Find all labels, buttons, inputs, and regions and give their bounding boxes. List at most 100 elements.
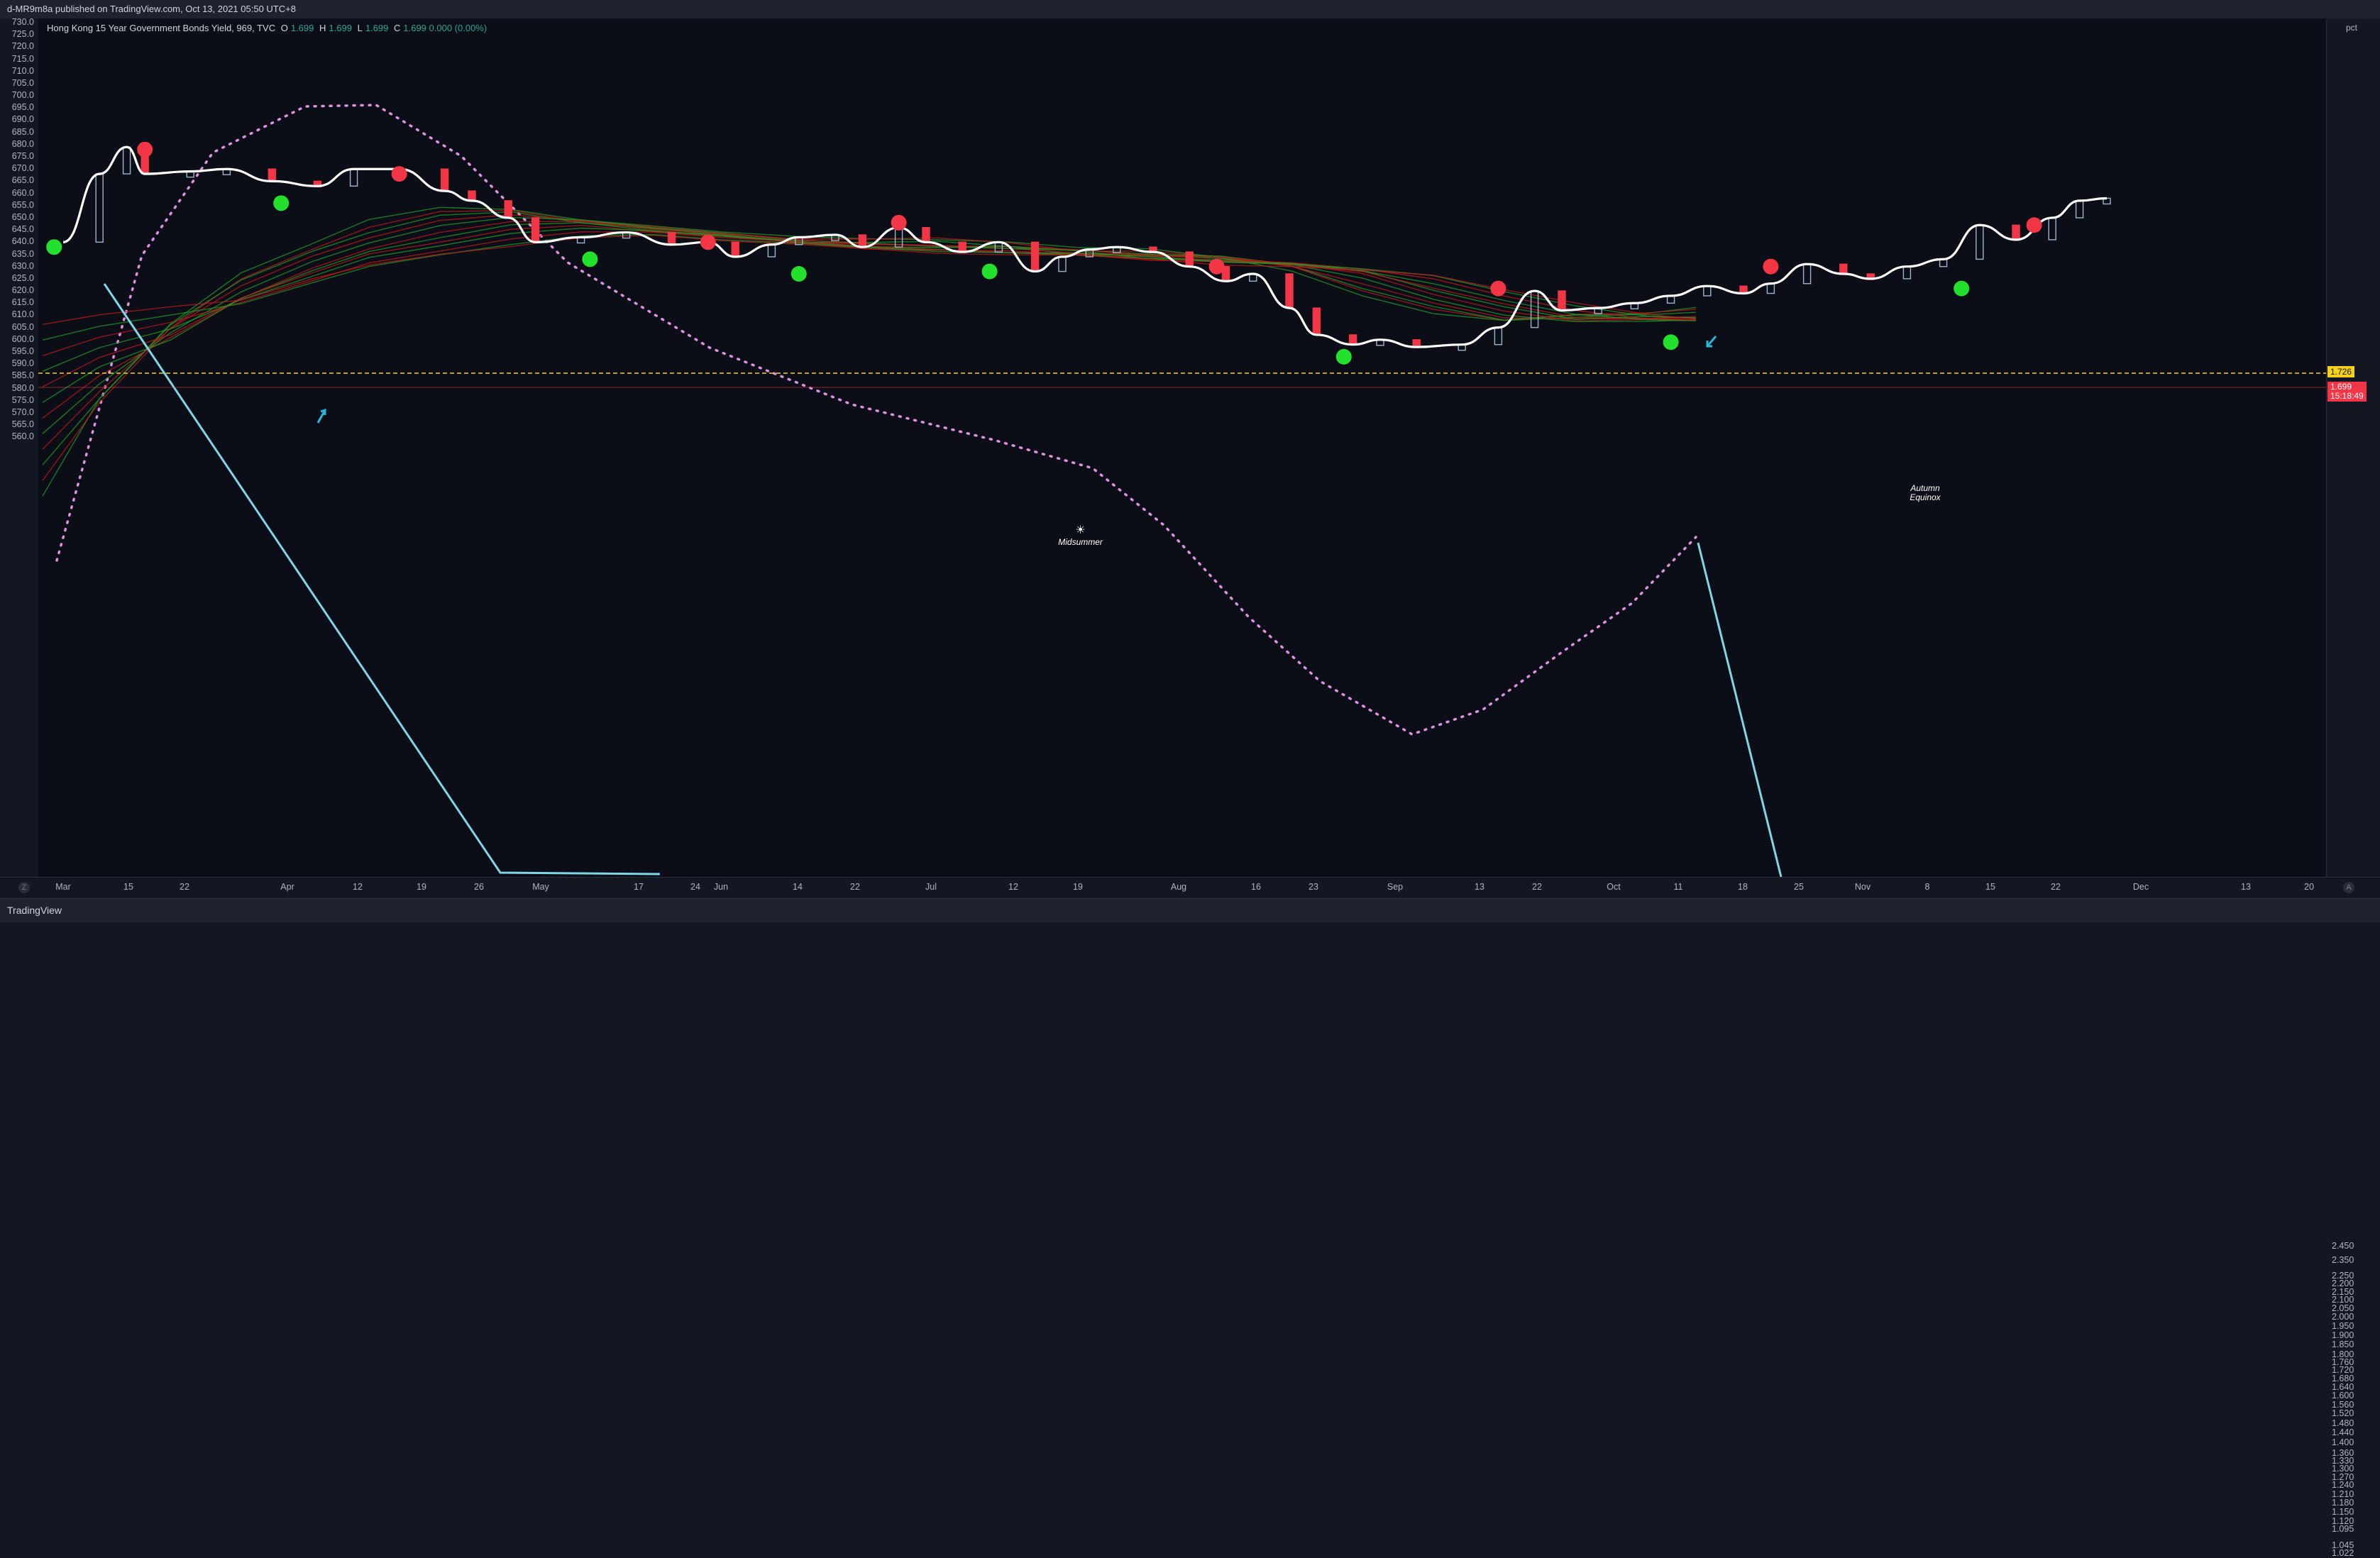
candle-bar bbox=[922, 227, 930, 243]
right-axis-tick: 1.480 bbox=[2332, 1418, 2354, 1428]
down-arrow-icon bbox=[1706, 336, 1717, 348]
green-signal-dot bbox=[273, 195, 290, 211]
left-axis-tick: 625.0 bbox=[11, 272, 34, 283]
candle-bar bbox=[1494, 326, 1503, 346]
time-axis-tick: 23 bbox=[1309, 882, 1318, 892]
red-signal-dot bbox=[891, 214, 907, 231]
time-axis-tick: 22 bbox=[850, 882, 860, 892]
time-axis-tick: Sep bbox=[1387, 882, 1404, 892]
time-axis-tick: Aug bbox=[1170, 882, 1187, 892]
left-axis-tick: 685.0 bbox=[11, 126, 34, 137]
left-axis-tick: 605.0 bbox=[11, 321, 34, 332]
candle-bar bbox=[1558, 290, 1566, 311]
left-axis-tick: 695.0 bbox=[11, 102, 34, 113]
right-price-axis[interactable] bbox=[2326, 18, 2380, 877]
candle-bar bbox=[504, 200, 512, 219]
left-axis-tick: 730.0 bbox=[11, 17, 34, 27]
left-axis-tick: 705.0 bbox=[11, 77, 34, 88]
left-axis-tick: 635.0 bbox=[11, 248, 34, 259]
left-axis-tick: 585.0 bbox=[11, 370, 34, 381]
tradingview-logo[interactable]: TradingView bbox=[7, 905, 62, 916]
candle-bar bbox=[1312, 307, 1321, 336]
candle-bar bbox=[1902, 266, 1912, 280]
left-axis-tick: 565.0 bbox=[11, 419, 34, 430]
left-axis-tick: 715.0 bbox=[11, 53, 34, 64]
time-axis-tick: 11 bbox=[1673, 882, 1683, 892]
green-signal-dot bbox=[46, 239, 62, 255]
right-axis-tick: 1.022 bbox=[2332, 1548, 2354, 1558]
time-axis-tick: 13 bbox=[1475, 882, 1484, 892]
price-line bbox=[62, 145, 2108, 348]
time-axis[interactable] bbox=[0, 877, 2380, 899]
published-by: d-MR9m8a published on TradingView.com, O… bbox=[7, 4, 296, 14]
left-axis-tick: 725.0 bbox=[11, 29, 34, 40]
ribbon-line bbox=[42, 216, 1697, 434]
reference-price-tag: 1.726 bbox=[2327, 366, 2355, 377]
candle-bar bbox=[2048, 217, 2056, 241]
red-signal-dot bbox=[391, 166, 407, 182]
left-axis-tick: 675.0 bbox=[11, 151, 34, 162]
time-axis-tick: 8 bbox=[1924, 882, 1930, 892]
left-axis-tick: 580.0 bbox=[11, 382, 34, 393]
green-signal-dot bbox=[1954, 280, 1970, 297]
time-axis-tick: 14 bbox=[793, 882, 803, 892]
legend-high-value: 1.699 bbox=[329, 23, 352, 33]
ribbon-line bbox=[42, 214, 1697, 450]
green-signal-dot bbox=[1663, 334, 1679, 350]
top-bar: d-MR9m8a published on TradingView.com, O… bbox=[0, 0, 2380, 18]
legend-close-label: C bbox=[393, 23, 401, 33]
left-axis-tick: 575.0 bbox=[11, 394, 34, 405]
candle-bar bbox=[1703, 285, 1712, 297]
candle-bar bbox=[1766, 283, 1775, 294]
legend-close-value: 1.699 0.000 (0.00%) bbox=[403, 23, 487, 33]
time-axis-tick: 16 bbox=[1251, 882, 1261, 892]
auto-scale-right-button[interactable]: A bbox=[2343, 882, 2354, 893]
annotation-line: Equinox bbox=[1910, 492, 1941, 502]
candle-bar bbox=[1058, 256, 1067, 272]
left-axis-tick: 680.0 bbox=[11, 138, 34, 149]
left-price-axis[interactable] bbox=[0, 18, 38, 877]
time-axis-tick: 24 bbox=[690, 882, 700, 892]
right-axis-tick: 1.150 bbox=[2332, 1506, 2354, 1517]
chart-plot: Midsummer Autumn Equinox ☀ bbox=[38, 104, 2326, 877]
plot-group: Midsummer Autumn Equinox ☀ bbox=[38, 104, 2326, 877]
annotation-line: Autumn bbox=[1910, 483, 1940, 493]
ribbon-line bbox=[42, 221, 1697, 419]
last-price-value: 1.699 bbox=[2330, 382, 2352, 392]
left-axis-tick: 620.0 bbox=[11, 285, 34, 296]
left-axis-tick: 590.0 bbox=[11, 358, 34, 369]
time-axis-tick: 22 bbox=[2051, 882, 2061, 892]
time-axis-tick: 15 bbox=[123, 882, 133, 892]
ribbon-line bbox=[42, 224, 1697, 387]
candle-bar bbox=[667, 231, 676, 245]
right-axis-unit: pct bbox=[2346, 23, 2358, 33]
left-axis-tick: 665.0 bbox=[11, 175, 34, 186]
cyan-trend-line bbox=[103, 283, 661, 875]
left-axis-tick: 690.0 bbox=[11, 114, 34, 125]
time-axis-tick: 13 bbox=[2241, 882, 2251, 892]
sun-icon: ☀ bbox=[1075, 524, 1085, 536]
left-axis-tick: 655.0 bbox=[11, 199, 34, 210]
green-signal-dot bbox=[582, 251, 598, 267]
time-axis-tick: 22 bbox=[1532, 882, 1542, 892]
right-axis-tick: 2.350 bbox=[2332, 1255, 2354, 1266]
time-axis-tick: Dec bbox=[2132, 882, 2149, 892]
ribbon-line bbox=[42, 227, 1697, 372]
time-axis-tick: 22 bbox=[180, 882, 189, 892]
chart-area[interactable] bbox=[38, 18, 2326, 877]
time-axis-tick: Jul bbox=[925, 882, 937, 892]
auto-scale-left-button[interactable]: Z bbox=[18, 882, 30, 893]
candle-bar bbox=[858, 234, 867, 248]
left-axis-tick: 700.0 bbox=[11, 90, 34, 101]
ribbon-line bbox=[42, 222, 1697, 403]
candle-bar bbox=[2075, 200, 2084, 219]
left-axis-tick: 645.0 bbox=[11, 224, 34, 235]
time-axis-tick: 12 bbox=[353, 882, 363, 892]
time-axis-tick: Apr bbox=[280, 882, 294, 892]
left-axis-tick: 670.0 bbox=[11, 163, 34, 174]
candle-bar bbox=[531, 217, 540, 243]
footer: TradingView bbox=[0, 898, 2380, 922]
candle-bar bbox=[122, 146, 131, 175]
candle-bar bbox=[2012, 224, 2020, 241]
candle-bar bbox=[95, 173, 104, 243]
